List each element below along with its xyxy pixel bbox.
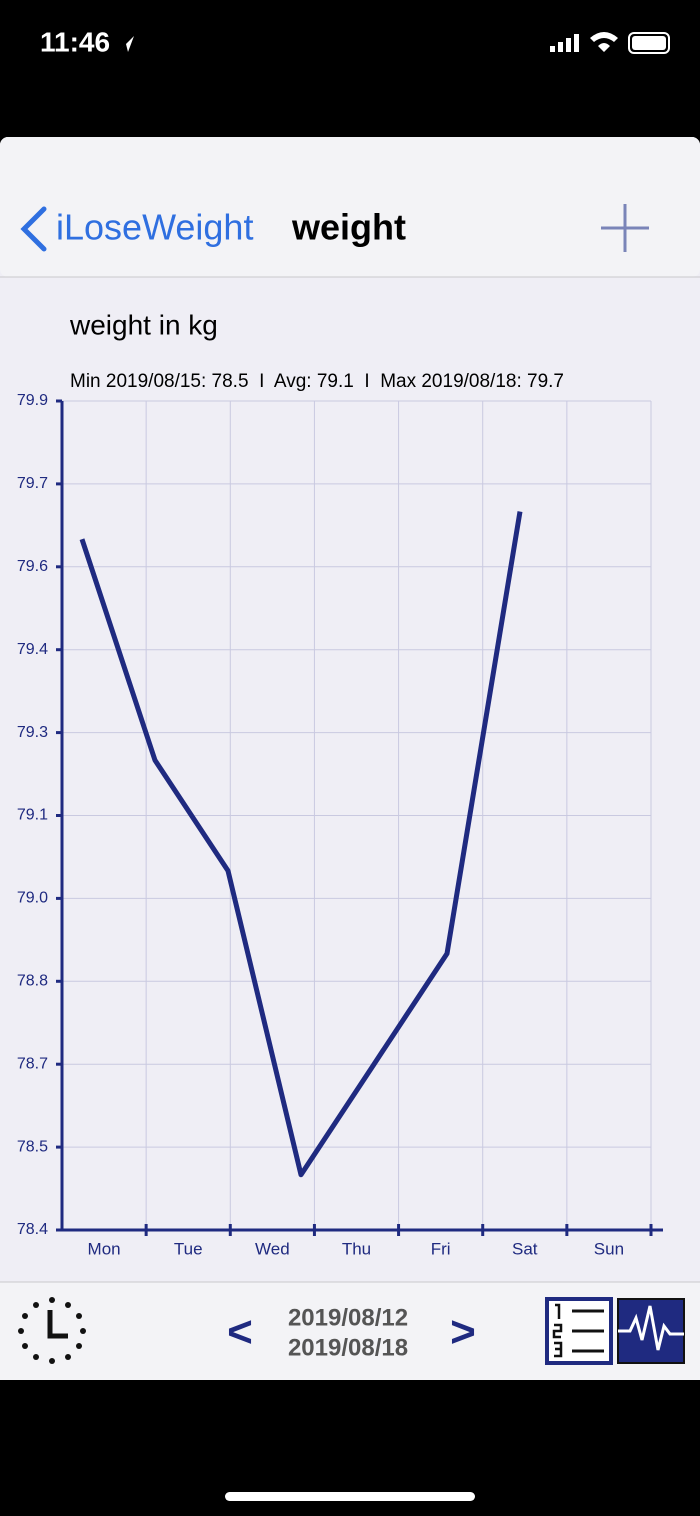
y-tick-label: 78.7 — [17, 1055, 48, 1072]
x-tick-label: Thu — [342, 1239, 371, 1258]
y-tick-label: 79.0 — [17, 890, 48, 907]
chart-stats: Min 2019/08/15: 78.5 I Avg: 79.1 I Max 2… — [70, 371, 564, 392]
y-tick-label: 79.6 — [17, 558, 48, 575]
x-tick-label: Sun — [594, 1239, 624, 1258]
y-tick-label: 79.1 — [17, 807, 48, 824]
y-tick-label: 78.4 — [17, 1221, 48, 1238]
back-chevron[interactable] — [20, 206, 47, 252]
y-tick-label: 79.9 — [17, 392, 48, 409]
next-week[interactable]: > — [450, 1308, 476, 1357]
prev-week[interactable]: < — [227, 1308, 253, 1357]
x-tick-label: Wed — [255, 1239, 290, 1258]
y-tick-label: 79.4 — [17, 641, 48, 658]
plot: 78.4 78.5 78.7 78.8 79.0 79.1 79.3 79.4 79.6 79.7… — [17, 392, 663, 1258]
list-icon[interactable] — [545, 1297, 613, 1365]
signal-icon — [550, 34, 579, 52]
back-button[interactable]: iLoseWeight — [56, 207, 253, 248]
x-tick-label: Mon — [88, 1239, 121, 1258]
status-time: 11:46 — [40, 26, 110, 57]
x-tick-label: Fri — [431, 1239, 451, 1258]
start-date: 2019/08/12 — [288, 1304, 408, 1331]
y-tick-label: 78.5 — [17, 1138, 48, 1155]
battery-level — [632, 36, 666, 50]
add-button[interactable] — [601, 204, 649, 252]
nav-bar — [0, 137, 700, 277]
x-tick-label: Sat — [512, 1239, 538, 1258]
chart-icon[interactable] — [617, 1298, 685, 1364]
clock-icon[interactable] — [18, 1297, 86, 1364]
weight-line — [79, 511, 523, 1178]
location-icon — [120, 36, 134, 52]
y-tick-label: 78.8 — [17, 973, 48, 990]
chart-title: weight in kg — [69, 309, 218, 340]
y-tick-label: 79.3 — [17, 724, 48, 741]
wifi-icon — [590, 32, 618, 52]
battery-icon — [628, 32, 670, 54]
nav-title: weight — [291, 207, 406, 248]
y-tick-label: 79.7 — [17, 475, 48, 492]
end-date: 2019/08/18 — [288, 1334, 408, 1361]
home-indicator — [225, 1492, 475, 1501]
x-tick-label: Tue — [174, 1239, 203, 1258]
